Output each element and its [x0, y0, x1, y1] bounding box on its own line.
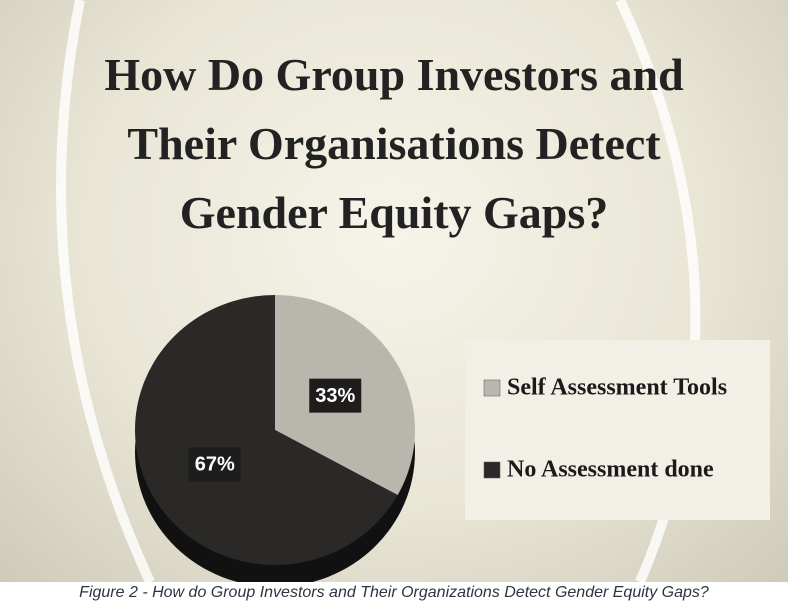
chart: 33% Self Assessment Tools 67% No Assessment… [56, 0, 770, 582]
legend-label: Self Assessment Tools [507, 375, 727, 401]
vignette [56, 0, 155, 582]
legend-label: No Assessment done [507, 457, 714, 483]
caption: Figure 2 - How do Group Investors and Th… [79, 584, 709, 601]
pie-slice [135, 295, 398, 566]
legend-box [465, 340, 770, 520]
legend-swatch [483, 379, 501, 397]
value-label-box [309, 378, 362, 413]
legend-swatch [483, 461, 501, 479]
value-label: 33% [315, 385, 355, 407]
value-label: 67% [195, 454, 235, 476]
chart-panel: 33% Self Assessment Tools 67% No Assessment… [0, 0, 788, 582]
value-label-box [188, 447, 241, 482]
chart-title: How Do Group Investors and Their Organis… [104, 49, 684, 238]
